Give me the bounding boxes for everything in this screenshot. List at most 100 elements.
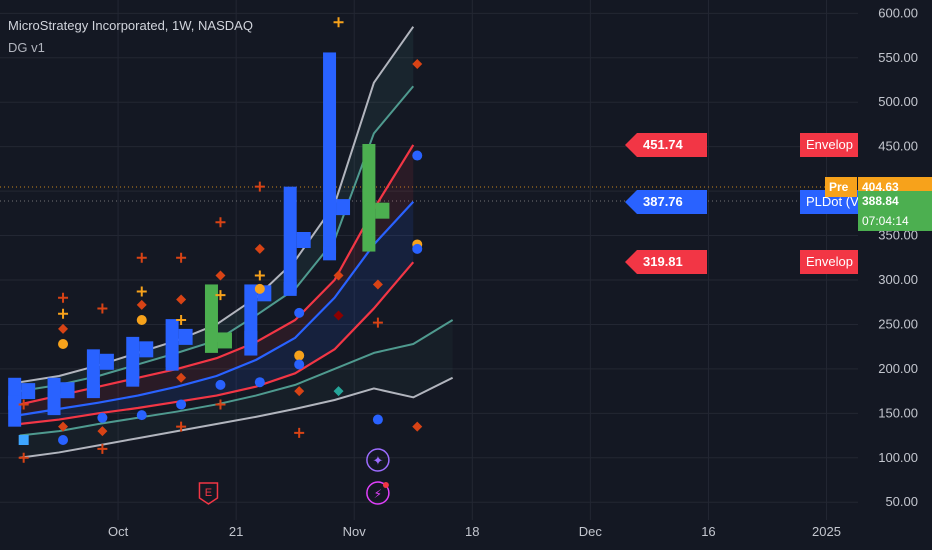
marker-plus	[176, 421, 187, 432]
ohlc-bar-close	[178, 328, 193, 345]
ohlc-bar-close	[21, 383, 36, 400]
marker-plus	[97, 303, 108, 314]
y-tick-label: 100.00	[878, 450, 918, 465]
ohlc-bar-open	[323, 246, 337, 261]
ohlc-bar-close	[375, 202, 390, 219]
marker-diamond	[412, 59, 423, 69]
ohlc-bar-close	[139, 341, 154, 358]
marker-plus	[18, 452, 29, 463]
marker-diamond	[136, 299, 147, 310]
ohlc-bar-open	[47, 393, 61, 407]
y-tick-label: 600.00	[878, 5, 918, 20]
marker-circle	[412, 243, 423, 254]
teal-lower-line	[19, 319, 454, 437]
band-fill-lower	[19, 320, 453, 458]
marker-plus	[333, 17, 344, 28]
x-tick-label: 21	[229, 524, 243, 539]
marker-plus	[136, 286, 147, 297]
lightning-icon-label: ⚡	[374, 487, 382, 501]
x-axis: Oct 21 Nov 18 Dec 16 2025	[108, 524, 841, 539]
x-tick-label: Dec	[579, 524, 603, 539]
marker-circle	[136, 315, 147, 325]
marker-diamond	[215, 270, 226, 281]
value-label-tag: 387.76	[625, 189, 707, 214]
marker-circle	[294, 350, 305, 361]
event-icons: E ✦ ⚡	[198, 448, 390, 505]
marker-circle	[254, 377, 265, 388]
marker-plus	[58, 308, 69, 319]
lightning-icon	[366, 481, 390, 505]
marker-plus	[254, 270, 265, 281]
series-axis-label: Envelop	[800, 250, 858, 275]
marker-plus	[58, 292, 69, 303]
marker-diamond	[372, 279, 383, 290]
marker-plus	[176, 252, 187, 263]
ohlc-bar-open	[86, 384, 100, 399]
y-tick-label: 550.00	[878, 50, 918, 65]
value-label-tag: 319.81	[625, 250, 707, 275]
marker-circle	[294, 307, 305, 318]
marker-plus	[136, 252, 147, 263]
marker-diamond	[58, 421, 69, 432]
ohlc-bar-body	[283, 186, 297, 294]
y-tick-label: 200.00	[878, 361, 918, 376]
marker-circle	[58, 339, 69, 349]
marker-circle	[136, 410, 147, 421]
ohlc-bar-open	[283, 281, 297, 296]
marker-plus	[97, 443, 108, 454]
marker-diamond	[333, 386, 344, 397]
earnings-icon-label: E	[205, 487, 212, 499]
marker-square	[18, 435, 29, 445]
ohlc-bar-open	[126, 369, 140, 383]
sparkle-icon-label: ✦	[372, 454, 383, 469]
ohlc-bar-open	[362, 188, 376, 203]
marker-diamond	[333, 310, 344, 321]
marker-diamond	[176, 294, 187, 305]
envelope-upper-line	[19, 144, 415, 406]
gray-lower-line	[19, 376, 454, 459]
marker-diamond	[333, 270, 344, 281]
value-label-tag: 451.74	[625, 133, 707, 158]
last-price-value: 388.84	[862, 194, 899, 209]
y-tick-label: 250.00	[878, 316, 918, 331]
marker-plus	[372, 317, 383, 328]
last-price-tag: 388.84 07:04:14	[858, 191, 932, 232]
x-tick-label: Oct	[108, 524, 129, 539]
grid	[0, 0, 858, 520]
marker-circle	[176, 399, 187, 410]
envelope-fill-lower	[19, 201, 414, 424]
ohlc-bars	[8, 52, 390, 427]
marker-plus	[294, 427, 305, 438]
marker-plus	[254, 181, 265, 192]
y-tick-label: 350.00	[878, 228, 918, 243]
ohlc-bar-close	[336, 199, 351, 216]
marker-diamond	[97, 426, 108, 437]
symbol-title[interactable]: MicroStrategy Incorporated, 1W, NASDAQ	[8, 18, 253, 33]
ohlc-bar-open	[8, 395, 22, 410]
marker-diamond	[176, 372, 187, 383]
marker-diamond	[254, 243, 265, 254]
y-tick-label: 450.00	[878, 139, 918, 154]
ohlc-bar-open	[244, 330, 258, 345]
series-axis-label: Envelop	[800, 133, 858, 158]
marker-circle	[254, 283, 265, 294]
x-tick-label: 16	[701, 524, 715, 539]
x-tick-label: 18	[465, 524, 479, 539]
marker-circle	[215, 379, 226, 390]
indicator-name[interactable]: DG v1	[8, 40, 45, 55]
marker-circle	[412, 150, 423, 161]
marker-plus	[215, 399, 226, 410]
ohlc-bar-close	[60, 382, 75, 399]
x-tick-label: 2025	[812, 524, 841, 539]
marker-plus	[215, 217, 226, 228]
y-tick-label: 150.00	[878, 405, 918, 420]
ohlc-bar-body	[86, 349, 100, 396]
y-tick-label: 500.00	[878, 94, 918, 109]
marker-circle	[372, 414, 383, 425]
marker-diamond	[58, 323, 69, 334]
marker-plus	[215, 290, 226, 301]
marker-plus	[176, 315, 187, 325]
y-tick-label: 300.00	[878, 272, 918, 287]
